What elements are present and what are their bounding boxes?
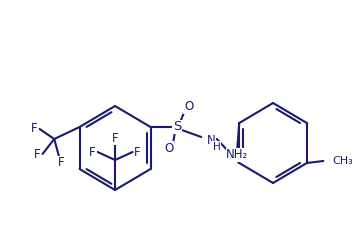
Text: F: F — [58, 157, 64, 169]
Text: NH₂: NH₂ — [226, 148, 248, 162]
Text: O: O — [184, 101, 193, 114]
Text: F: F — [89, 146, 96, 158]
Text: H: H — [213, 142, 221, 152]
Text: O: O — [164, 141, 174, 154]
Text: F: F — [33, 147, 40, 161]
Text: F: F — [112, 131, 119, 145]
Text: CH₃: CH₃ — [332, 156, 353, 166]
Text: S: S — [173, 120, 181, 134]
Text: F: F — [134, 146, 141, 158]
Text: N: N — [207, 135, 216, 147]
Text: F: F — [31, 123, 37, 136]
